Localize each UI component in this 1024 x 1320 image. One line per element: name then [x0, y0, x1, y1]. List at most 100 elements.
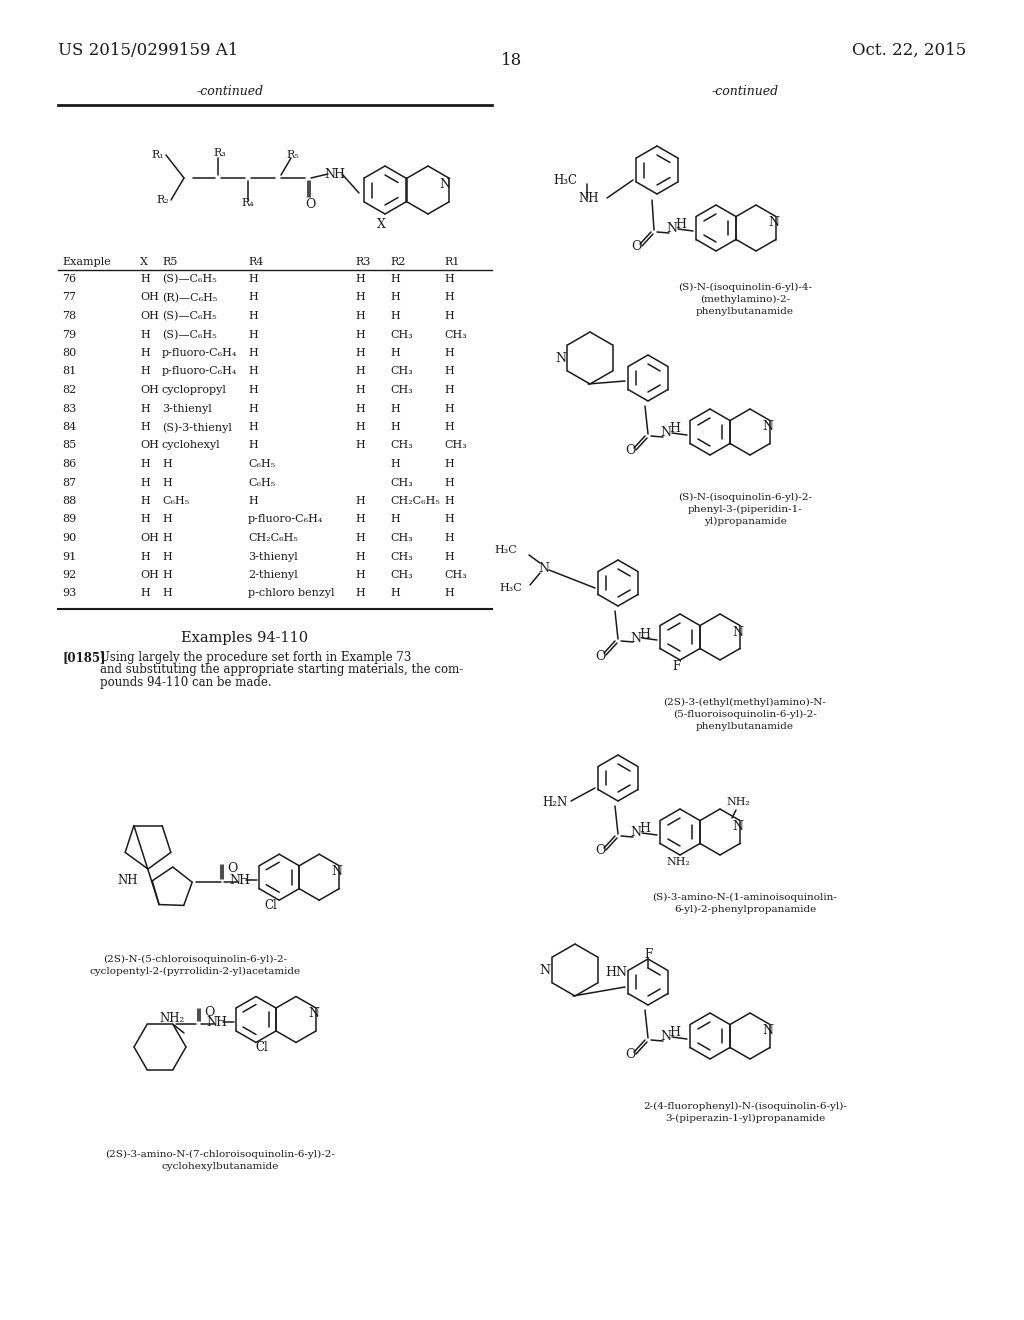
- Text: H: H: [248, 422, 258, 432]
- Text: p-chloro benzyl: p-chloro benzyl: [248, 589, 335, 598]
- Text: 2-thienyl: 2-thienyl: [248, 570, 298, 579]
- Text: yl)propanamide: yl)propanamide: [703, 517, 786, 527]
- Text: (S)—C₆H₅: (S)—C₆H₅: [162, 312, 217, 321]
- Text: 87: 87: [62, 478, 76, 487]
- Text: US 2015/0299159 A1: US 2015/0299159 A1: [58, 42, 239, 59]
- Text: O: O: [227, 862, 238, 875]
- Text: -continued: -continued: [197, 84, 263, 98]
- Text: R3: R3: [355, 257, 371, 267]
- Text: O: O: [595, 649, 605, 663]
- Text: CH₃: CH₃: [390, 478, 413, 487]
- Text: H₃C: H₃C: [553, 173, 577, 186]
- Text: (S)—C₆H₅: (S)—C₆H₅: [162, 275, 217, 284]
- Text: H: H: [140, 496, 150, 506]
- Text: CH₃: CH₃: [444, 570, 467, 579]
- Text: (methylamino)-2-: (methylamino)-2-: [700, 294, 791, 304]
- Text: OH: OH: [140, 570, 159, 579]
- Text: 81: 81: [62, 367, 76, 376]
- Text: H: H: [140, 589, 150, 598]
- Text: cyclopropyl: cyclopropyl: [162, 385, 227, 395]
- Text: N: N: [732, 821, 743, 833]
- Text: H: H: [444, 496, 454, 506]
- Text: 86: 86: [62, 459, 76, 469]
- Text: N: N: [439, 177, 451, 190]
- Text: N: N: [660, 1031, 671, 1044]
- Text: H: H: [248, 404, 258, 413]
- Text: N: N: [332, 865, 343, 878]
- Text: H: H: [162, 589, 172, 598]
- Text: H: H: [140, 478, 150, 487]
- Text: N: N: [539, 561, 550, 574]
- Text: X: X: [377, 218, 385, 231]
- Text: H: H: [355, 312, 365, 321]
- Text: H: H: [444, 515, 454, 524]
- Text: 3-thienyl: 3-thienyl: [248, 552, 298, 561]
- Text: H: H: [140, 367, 150, 376]
- Text: R5: R5: [162, 257, 177, 267]
- Text: H: H: [390, 404, 399, 413]
- Text: H: H: [248, 275, 258, 284]
- Text: H: H: [390, 348, 399, 358]
- Text: H: H: [162, 515, 172, 524]
- Text: H: H: [639, 627, 650, 640]
- Text: H: H: [333, 168, 344, 181]
- Text: H: H: [390, 515, 399, 524]
- Text: cyclohexyl: cyclohexyl: [162, 441, 220, 450]
- Text: 83: 83: [62, 404, 76, 413]
- Text: H: H: [248, 330, 258, 339]
- Text: 90: 90: [62, 533, 76, 543]
- Text: CH₃: CH₃: [390, 533, 413, 543]
- Text: 92: 92: [62, 570, 76, 579]
- Text: H: H: [355, 570, 365, 579]
- Text: H: H: [669, 422, 680, 436]
- Text: H: H: [355, 533, 365, 543]
- Text: N: N: [308, 1007, 319, 1020]
- Text: H: H: [390, 293, 399, 302]
- Text: OH: OH: [140, 293, 159, 302]
- Text: R2: R2: [390, 257, 406, 267]
- Text: CH₃: CH₃: [390, 330, 413, 339]
- Text: N: N: [666, 223, 677, 235]
- Text: phenyl-3-(piperidin-1-: phenyl-3-(piperidin-1-: [688, 506, 803, 513]
- Text: H: H: [355, 422, 365, 432]
- Text: Using largely the procedure set forth in Example 73: Using largely the procedure set forth in…: [100, 651, 412, 664]
- Text: N: N: [763, 1024, 773, 1038]
- Text: H: H: [444, 589, 454, 598]
- Text: N: N: [324, 168, 335, 181]
- Text: CH₃: CH₃: [390, 552, 413, 561]
- Text: CH₃: CH₃: [444, 441, 467, 450]
- Text: H: H: [248, 367, 258, 376]
- Text: O: O: [625, 1048, 635, 1061]
- Text: H: H: [248, 312, 258, 321]
- Text: O: O: [625, 445, 635, 458]
- Text: Cl: Cl: [265, 899, 278, 912]
- Text: H: H: [444, 367, 454, 376]
- Text: (S)-N-(isoquinolin-6-yl)-2-: (S)-N-(isoquinolin-6-yl)-2-: [678, 492, 812, 502]
- Text: H: H: [239, 874, 249, 887]
- Text: H: H: [355, 367, 365, 376]
- Text: H: H: [390, 275, 399, 284]
- Text: R₂: R₂: [157, 195, 169, 205]
- Text: C₆H₅: C₆H₅: [162, 496, 189, 506]
- Text: H: H: [444, 348, 454, 358]
- Text: 93: 93: [62, 589, 76, 598]
- Text: H: H: [248, 496, 258, 506]
- Text: 84: 84: [62, 422, 76, 432]
- Text: N: N: [732, 626, 743, 639]
- Text: H: H: [355, 330, 365, 339]
- Text: OH: OH: [140, 533, 159, 543]
- Text: H: H: [444, 478, 454, 487]
- Text: (S)-N-(isoquinolin-6-yl)-4-: (S)-N-(isoquinolin-6-yl)-4-: [678, 282, 812, 292]
- Text: H: H: [355, 348, 365, 358]
- Text: H: H: [355, 404, 365, 413]
- Text: Examples 94-110: Examples 94-110: [181, 631, 308, 645]
- Text: (2S)-N-(5-chloroisoquinolin-6-yl)-2-: (2S)-N-(5-chloroisoquinolin-6-yl)-2-: [103, 954, 287, 964]
- Text: O: O: [631, 239, 641, 252]
- Text: and substituting the appropriate starting materials, the com-: and substituting the appropriate startin…: [100, 664, 463, 676]
- Text: CH₂C₆H₅: CH₂C₆H₅: [248, 533, 298, 543]
- Text: NH₂: NH₂: [666, 857, 690, 867]
- Text: 2-(4-fluorophenyl)-N-(isoquinolin-6-yl)-: 2-(4-fluorophenyl)-N-(isoquinolin-6-yl)-: [643, 1102, 847, 1111]
- Text: R₅: R₅: [287, 150, 299, 160]
- Text: H₃C: H₃C: [500, 583, 522, 593]
- Text: C₆H₅: C₆H₅: [248, 459, 275, 469]
